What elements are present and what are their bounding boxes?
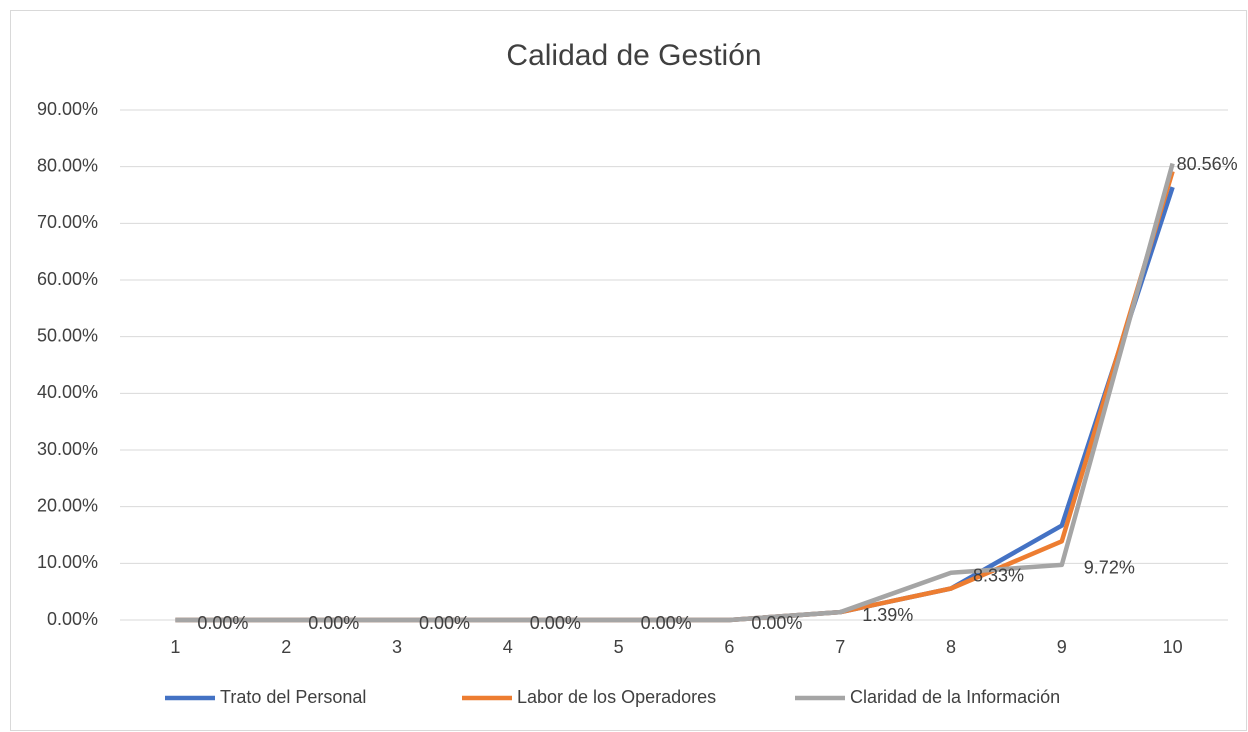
data-label: 1.39% (862, 605, 913, 625)
data-label: 0.00% (308, 613, 359, 633)
data-label: 0.00% (419, 613, 470, 633)
legend-label: Trato del Personal (220, 687, 366, 707)
y-tick-label: 0.00% (47, 609, 98, 629)
data-label: 9.72% (1084, 558, 1135, 578)
data-label: 0.00% (197, 613, 248, 633)
legend-label: Claridad de la Información (850, 687, 1060, 707)
data-label: 0.00% (530, 613, 581, 633)
x-tick-label: 9 (1057, 637, 1067, 657)
chart-title: Calidad de Gestión (506, 39, 761, 72)
line-series (175, 162, 1175, 623)
y-tick-label: 70.00% (37, 212, 98, 232)
x-tick-label: 1 (170, 637, 180, 657)
data-label: 80.56% (1177, 154, 1238, 174)
x-tick-label: 2 (281, 637, 291, 657)
x-tick-label: 10 (1163, 637, 1183, 657)
legend-label: Labor de los Operadores (517, 687, 716, 707)
chart-border (10, 10, 1247, 731)
y-tick-label: 80.00% (37, 155, 98, 175)
x-tick-label: 8 (946, 637, 956, 657)
y-tick-label: 50.00% (37, 325, 98, 345)
y-tick-label: 30.00% (37, 439, 98, 459)
x-tick-label: 4 (503, 637, 513, 657)
data-label: 0.00% (641, 613, 692, 633)
x-tick-label: 3 (392, 637, 402, 657)
data-label: 0.00% (751, 613, 802, 633)
y-tick-label: 60.00% (37, 269, 98, 289)
y-tick-label: 20.00% (37, 495, 98, 515)
y-tick-label: 10.00% (37, 552, 98, 572)
x-tick-label: 7 (835, 637, 845, 657)
data-label: 8.33% (973, 566, 1024, 586)
x-tick-label: 5 (614, 637, 624, 657)
y-tick-label: 40.00% (37, 382, 98, 402)
x-tick-label: 6 (724, 637, 734, 657)
y-tick-label: 90.00% (37, 99, 98, 119)
